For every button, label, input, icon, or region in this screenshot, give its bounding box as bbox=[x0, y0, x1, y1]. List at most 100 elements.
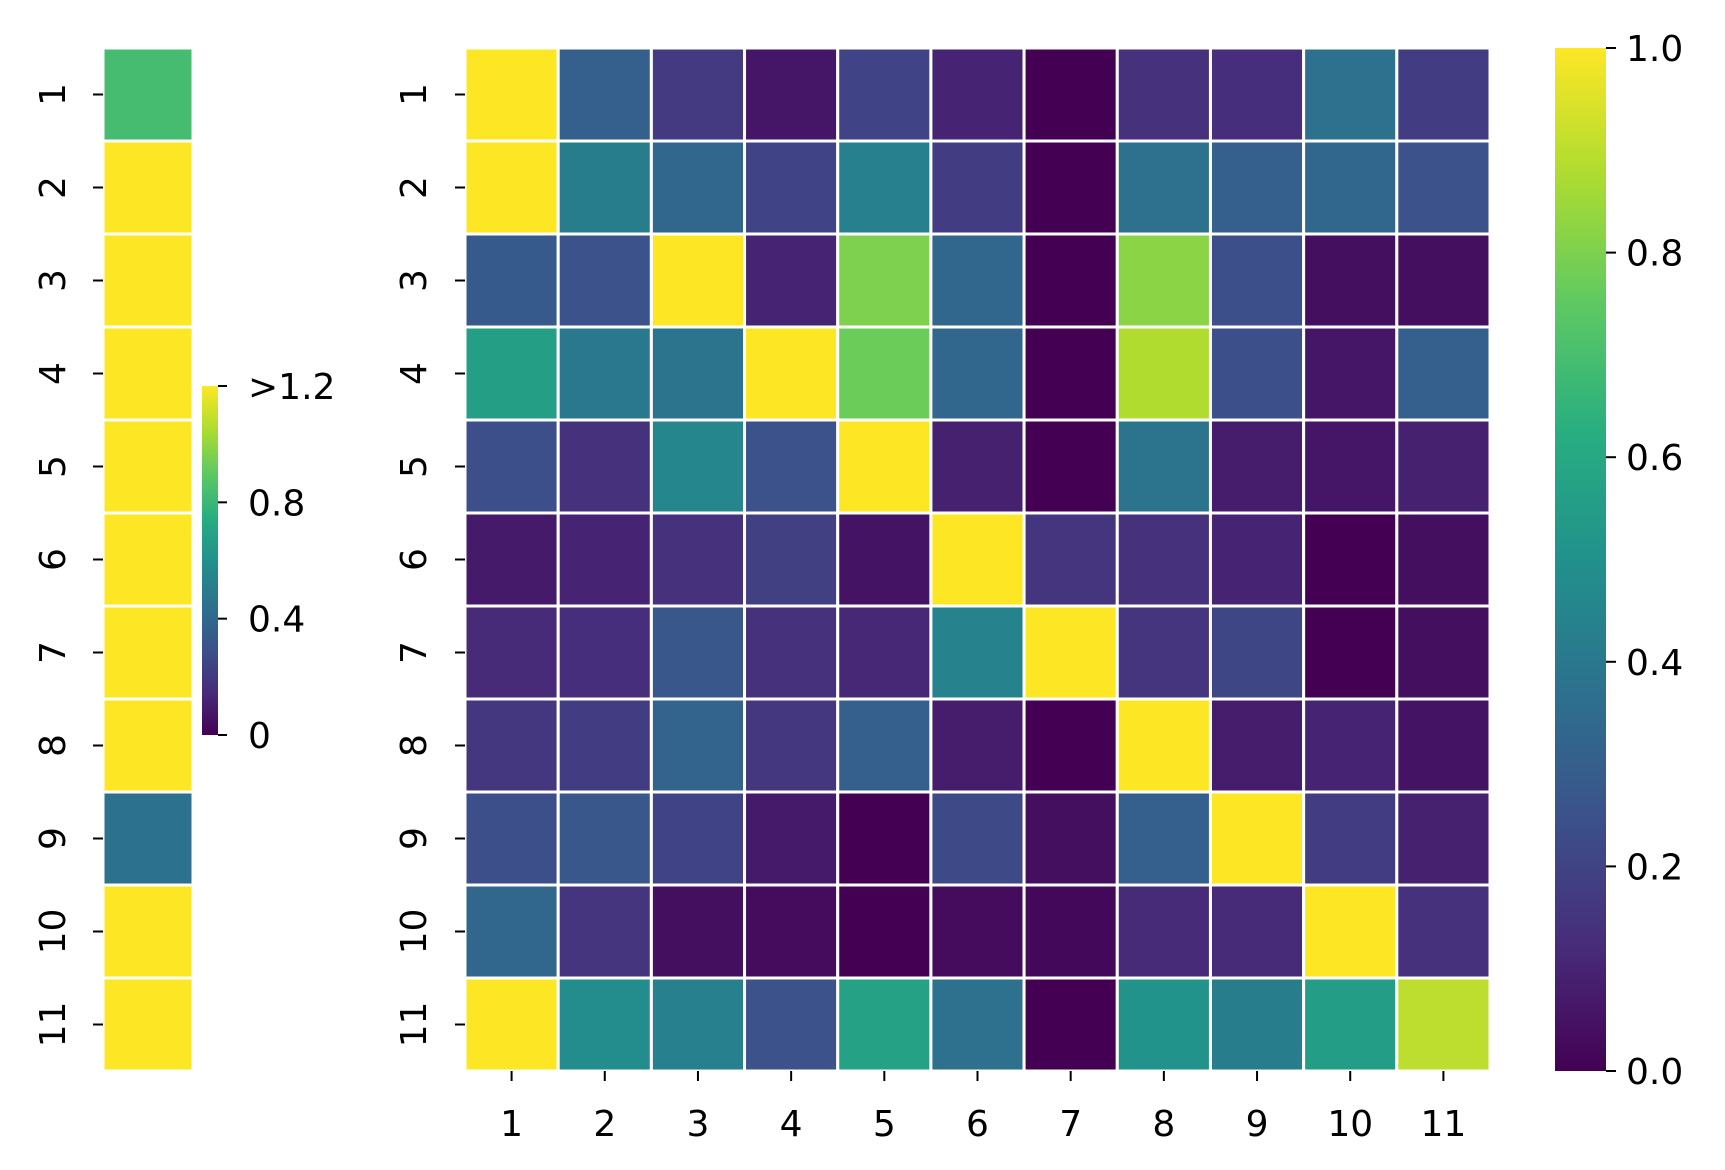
heatmap-cell bbox=[463, 604, 560, 701]
heatmap-cell bbox=[1395, 604, 1492, 701]
heatmap-cell bbox=[836, 139, 933, 236]
heatmap-cell bbox=[649, 511, 747, 608]
left-cell bbox=[101, 139, 195, 236]
heatmap-cell bbox=[1302, 790, 1399, 887]
heatmap-cell bbox=[743, 976, 840, 1073]
heatmap-cell bbox=[556, 883, 653, 980]
main-row-label: 11 bbox=[394, 1002, 435, 1048]
heatmap-cell bbox=[1022, 883, 1119, 980]
heatmap-cell bbox=[463, 976, 560, 1073]
left-row-label: 5 bbox=[33, 455, 74, 478]
heatmap-cell bbox=[1302, 46, 1399, 143]
heatmap-cell bbox=[1022, 697, 1119, 794]
heatmap-cell bbox=[1395, 790, 1492, 887]
heatmap-cell bbox=[836, 46, 933, 143]
heatmap-cell bbox=[836, 232, 933, 329]
heatmap-cell bbox=[929, 418, 1026, 515]
left-row-label: 10 bbox=[33, 909, 74, 955]
heatmap-cell bbox=[1208, 232, 1306, 329]
heatmap-cell bbox=[1302, 232, 1399, 329]
left-cell bbox=[101, 325, 195, 422]
left-row-label: 9 bbox=[33, 827, 74, 850]
heatmap-cell bbox=[1115, 418, 1212, 515]
heatmap-cell bbox=[1208, 604, 1306, 701]
heatmap-cell bbox=[1302, 325, 1399, 422]
heatmap-cell bbox=[1115, 325, 1212, 422]
heatmap-cell bbox=[1115, 511, 1212, 608]
heatmap-cell bbox=[1395, 697, 1492, 794]
heatmap-cell bbox=[463, 883, 560, 980]
main-colorbar-tick-label: 0.8 bbox=[1626, 234, 1683, 275]
heatmap-cell bbox=[463, 139, 560, 236]
heatmap-cell bbox=[836, 418, 933, 515]
heatmap-cell bbox=[1395, 139, 1492, 236]
main-col-label: 3 bbox=[687, 1104, 710, 1145]
left-cell bbox=[101, 511, 195, 608]
heatmap-cell bbox=[1115, 697, 1212, 794]
heatmap-cell bbox=[649, 139, 747, 236]
heatmap-cell bbox=[1302, 883, 1399, 980]
heatmap-cell bbox=[556, 976, 653, 1073]
heatmap-cell bbox=[929, 604, 1026, 701]
main-row-label: 7 bbox=[394, 641, 435, 664]
left-row-label: 3 bbox=[33, 269, 74, 292]
heatmap-cell bbox=[649, 976, 747, 1073]
heatmap-cell bbox=[463, 46, 560, 143]
heatmap-cell bbox=[743, 418, 840, 515]
heatmap-cell bbox=[649, 46, 747, 143]
heatmap-cell bbox=[463, 790, 560, 887]
heatmap-cell bbox=[743, 604, 840, 701]
heatmap-cell bbox=[743, 883, 840, 980]
heatmap-cell bbox=[649, 697, 747, 794]
heatmap-cell bbox=[1022, 232, 1119, 329]
left-row-label: 7 bbox=[33, 641, 74, 664]
heatmap-cell bbox=[1115, 976, 1212, 1073]
heatmap-cell bbox=[929, 697, 1026, 794]
heatmap-cell bbox=[1395, 232, 1492, 329]
heatmap-cell bbox=[1208, 418, 1306, 515]
left-row-label: 2 bbox=[33, 176, 74, 199]
main-row-label: 9 bbox=[394, 827, 435, 850]
heatmap-cell bbox=[1208, 976, 1306, 1073]
main-col-label: 5 bbox=[873, 1104, 896, 1145]
heatmap-cell bbox=[556, 46, 653, 143]
heatmap-cell bbox=[743, 790, 840, 887]
left-colorbar: 0 0.4 0.8 >1.2 bbox=[202, 367, 335, 757]
heatmap-cell bbox=[929, 325, 1026, 422]
left-cell bbox=[101, 883, 195, 980]
left-cell bbox=[101, 697, 195, 794]
heatmap-cell bbox=[743, 232, 840, 329]
main-row-label: 1 bbox=[394, 83, 435, 106]
heatmap-cell bbox=[463, 325, 560, 422]
heatmap-cell bbox=[1115, 139, 1212, 236]
heatmap-cell bbox=[836, 790, 933, 887]
heatmap-cell bbox=[1208, 139, 1306, 236]
heatmap-cell bbox=[556, 790, 653, 887]
left-column-heatmap: 1 2 3 4 5 6 7 8 9 10 11 bbox=[33, 46, 195, 1073]
heatmap-cell bbox=[1208, 790, 1306, 887]
heatmap-cell bbox=[556, 325, 653, 422]
heatmap-cell bbox=[836, 325, 933, 422]
left-cell bbox=[101, 976, 195, 1073]
heatmap-cell bbox=[649, 883, 747, 980]
heatmap-cell bbox=[1302, 139, 1399, 236]
main-row-label: 6 bbox=[394, 548, 435, 571]
heatmap-cell bbox=[1115, 604, 1212, 701]
main-colorbar-tick-label: 1.0 bbox=[1626, 29, 1683, 70]
left-colorbar-gradient bbox=[202, 386, 218, 735]
main-colorbar-tick-label: 0.4 bbox=[1626, 643, 1683, 684]
heatmap-cell bbox=[743, 325, 840, 422]
heatmap-cell bbox=[1022, 790, 1119, 887]
heatmap-cell bbox=[649, 325, 747, 422]
heatmap-cell bbox=[1395, 46, 1492, 143]
heatmap-cell bbox=[836, 883, 933, 980]
heatmap-cell bbox=[743, 697, 840, 794]
heatmap-cell bbox=[1115, 46, 1212, 143]
left-row-label: 11 bbox=[33, 1002, 74, 1048]
heatmap-cell bbox=[743, 46, 840, 143]
main-col-label: 4 bbox=[780, 1104, 803, 1145]
left-cell bbox=[101, 790, 195, 887]
main-row-label: 5 bbox=[394, 455, 435, 478]
heatmap-cell bbox=[1302, 697, 1399, 794]
